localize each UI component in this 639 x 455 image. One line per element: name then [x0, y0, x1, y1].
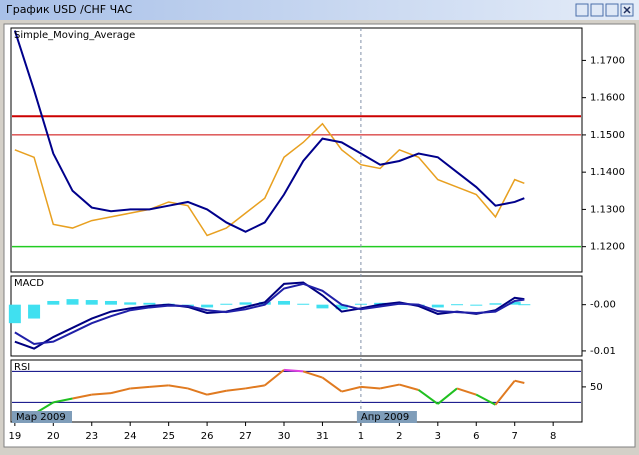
rsi-segment: [514, 379, 525, 384]
rsi-segment: [149, 384, 169, 388]
button-restore[interactable]: [575, 3, 589, 17]
rsi-segment: [437, 387, 458, 405]
series-line: [13, 30, 525, 233]
button-minimize[interactable]: [590, 3, 604, 17]
rsi-segment: [206, 389, 227, 396]
rsi-segment: [53, 397, 73, 404]
histogram-bar: [239, 302, 252, 305]
rsi-segment: [341, 385, 362, 393]
histogram-bar: [297, 303, 310, 305]
x-tick-label: 23: [85, 431, 98, 442]
y-tick-label: 1.1500: [590, 130, 625, 141]
x-tick-label: 24: [124, 431, 137, 442]
rsi-segment: [130, 385, 150, 390]
y-tick-label: 1.1300: [590, 204, 625, 215]
histogram-bar: [431, 304, 444, 308]
histogram-bar: [489, 303, 502, 305]
rsi-segment: [245, 384, 265, 390]
x-tick-label: 27: [239, 431, 252, 442]
x-tick-label: 3: [435, 431, 441, 442]
y-tick-label: 50: [590, 382, 603, 393]
histogram-bar: [104, 300, 117, 305]
x-tick-label: 25: [162, 431, 175, 442]
histogram-bar: [220, 303, 233, 305]
window-title: График USD /CHF ЧАС: [6, 3, 133, 16]
histogram-bar: [335, 304, 348, 310]
histogram-bar: [451, 304, 464, 306]
rsi-segment: [72, 393, 92, 400]
x-tick-label: 1: [358, 431, 364, 442]
rsi-segment: [399, 383, 419, 391]
x-tick-label: 31: [316, 431, 329, 442]
rsi-segment: [494, 380, 516, 406]
rsi-segment: [264, 369, 285, 387]
series-line: [14, 122, 525, 237]
histogram-bar: [316, 304, 329, 309]
panel-frame: [10, 359, 583, 423]
histogram-bar: [66, 299, 79, 305]
y-tick-label: 1.1400: [590, 167, 625, 178]
y-tick-label: -0.00: [590, 300, 616, 311]
close-icon: [623, 6, 631, 14]
series-line: [14, 282, 525, 346]
rsi-segment: [283, 368, 304, 373]
y-tick-label: 1.1700: [590, 55, 625, 66]
rsi-segment: [168, 384, 189, 390]
histogram-bar: [508, 301, 521, 305]
y-tick-label: 1.1200: [590, 242, 625, 253]
rsi-segment: [379, 383, 400, 390]
x-tick-label: 6: [473, 431, 479, 442]
x-tick-label: 8: [550, 431, 556, 442]
histogram-bar: [201, 304, 214, 308]
histogram-bar: [470, 304, 483, 306]
histogram-bar: [278, 300, 291, 305]
histogram-bar: [518, 304, 531, 306]
period-label-box: [12, 411, 72, 423]
histogram-bar: [143, 302, 156, 305]
rsi-segment: [456, 387, 477, 396]
rsi-segment: [475, 393, 496, 406]
x-tick-label: 19: [8, 431, 21, 442]
period-label: Мар 2009: [16, 412, 66, 423]
rsi-segment: [91, 392, 112, 396]
title-bar: [0, 0, 639, 20]
panel-title: Simple_Moving_Average: [14, 30, 135, 41]
histogram-bar: [85, 300, 98, 305]
rsi-segment: [302, 370, 323, 379]
x-tick-label: 7: [512, 431, 518, 442]
x-tick-label: 20: [47, 431, 60, 442]
histogram-bar: [124, 302, 137, 305]
rsi-segment: [360, 385, 381, 390]
panel-title: RSI: [14, 362, 30, 373]
y-tick-label: -0.01: [590, 346, 616, 357]
panel-frame: [10, 27, 583, 273]
rsi-segment: [321, 376, 343, 393]
histogram-bar: [47, 300, 60, 305]
rsi-segment: [417, 389, 439, 405]
rsi-segment: [226, 387, 246, 392]
rsi-segment: [110, 387, 131, 395]
y-tick-label: 1.1600: [590, 93, 625, 104]
chart-area: [3, 23, 636, 448]
series-line: [14, 281, 525, 350]
x-tick-label: 26: [201, 431, 214, 442]
histogram-bar: [8, 304, 21, 324]
histogram-bar: [28, 304, 41, 319]
rsi-segment: [187, 387, 208, 396]
period-label: Апр 2009: [361, 412, 409, 423]
period-label-box: [356, 411, 417, 423]
panel-title: MACD: [14, 278, 44, 289]
x-tick-label: 2: [396, 431, 402, 442]
button-maximize[interactable]: [605, 3, 619, 17]
x-tick-label: 30: [278, 431, 291, 442]
window-buttons[interactable]: [575, 3, 634, 17]
